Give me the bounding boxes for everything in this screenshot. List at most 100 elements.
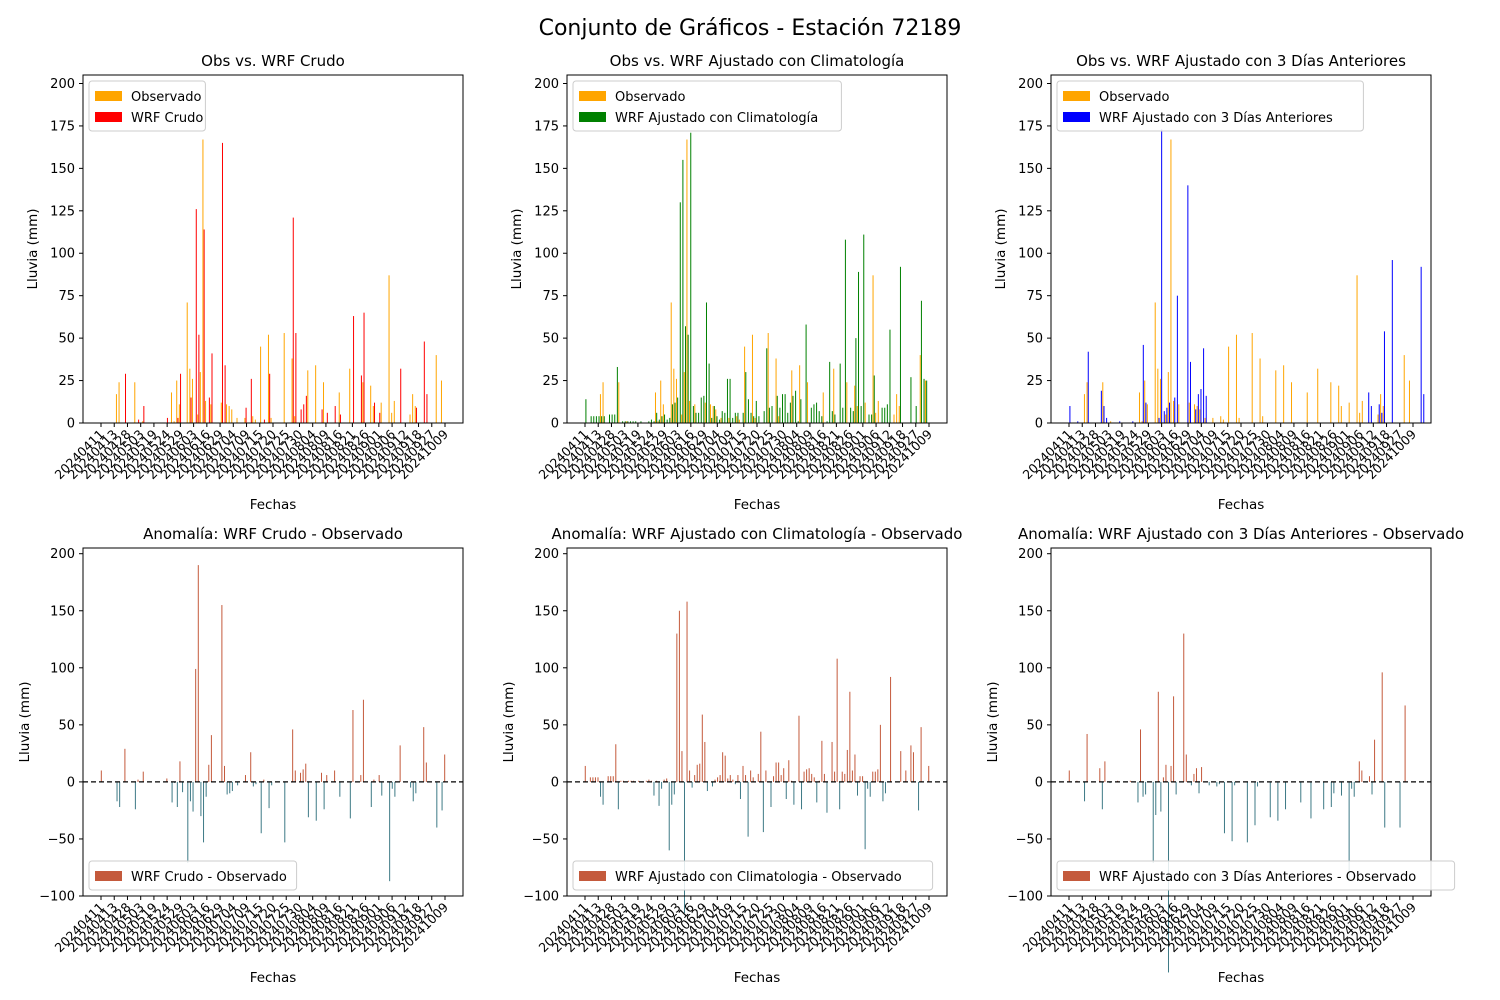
anomaly-bar	[1353, 781, 1355, 797]
anomaly-bar	[831, 741, 833, 782]
anomaly-bar	[676, 633, 678, 782]
anomaly-bar	[836, 658, 838, 782]
bar-model	[1200, 389, 1202, 423]
bar-model	[1187, 185, 1189, 423]
bar-observed	[307, 370, 309, 423]
anomaly-bar	[648, 779, 650, 782]
bar-model	[143, 406, 145, 423]
bar-observed	[681, 414, 683, 423]
y-tick-label: 50	[542, 332, 559, 347]
bar-observed	[254, 419, 256, 423]
anomaly-bar	[292, 729, 294, 782]
anomaly-bar	[658, 781, 660, 806]
y-tick-label: 0	[1035, 417, 1043, 432]
anomaly-bar	[305, 763, 307, 782]
anomaly-bar	[1175, 781, 1177, 795]
bar-observed	[686, 139, 688, 423]
bar-model	[742, 412, 744, 423]
bar-observed	[380, 402, 382, 423]
bar-model	[211, 353, 213, 423]
bar-model	[920, 300, 922, 423]
anomaly-bar	[910, 745, 912, 782]
anomaly-bar	[851, 770, 853, 782]
anomaly-bar	[597, 777, 599, 782]
bar-model	[700, 397, 702, 423]
bar-observed	[189, 368, 191, 423]
bar-model	[1205, 395, 1207, 423]
anomaly-bar	[260, 781, 262, 834]
bar-model	[1378, 404, 1380, 423]
bar-model	[622, 421, 624, 423]
bar-observed	[1356, 275, 1358, 423]
bar-observed	[1235, 334, 1237, 423]
anomaly-bar	[610, 776, 612, 782]
y-axis-label: Lluvia (mm)	[501, 682, 517, 763]
bar-model	[1381, 412, 1383, 423]
bar-observed	[738, 419, 740, 423]
bar-observed	[1086, 382, 1088, 423]
bar-model	[671, 404, 673, 423]
legend: WRF Crudo - Observado	[88, 860, 298, 891]
anomaly-bar	[683, 781, 685, 914]
anomaly-bar	[607, 776, 609, 782]
bar-observed	[1110, 421, 1112, 423]
anomaly-bar	[1068, 770, 1070, 782]
x-axis-label: Fechas	[1218, 497, 1265, 513]
legend-swatch	[579, 112, 606, 122]
bar-model	[805, 324, 807, 423]
bar-model	[627, 421, 629, 423]
anomaly-bar	[689, 770, 691, 782]
anomaly-bar	[224, 765, 226, 782]
anomaly-bar	[1162, 777, 1164, 782]
anomaly-bar	[1223, 781, 1225, 834]
anomaly-bar	[589, 777, 591, 782]
anomaly-bar	[760, 731, 762, 782]
anomaly-bar	[844, 773, 846, 782]
anomaly-bar	[271, 781, 273, 786]
anomaly-bar	[192, 781, 194, 812]
bar-model	[834, 414, 836, 423]
bar-model	[1103, 406, 1105, 423]
anomaly-bar	[719, 775, 721, 782]
bar-observed	[186, 302, 188, 423]
anomaly-bar	[1358, 761, 1360, 782]
anomaly-bar	[808, 768, 810, 782]
bar-model	[648, 421, 650, 423]
bar-observed	[896, 394, 898, 423]
anomaly-bar	[394, 781, 396, 797]
bar-model	[768, 407, 770, 423]
bar-model	[629, 421, 631, 423]
anomaly-bar	[765, 770, 767, 782]
bar-observed	[134, 382, 136, 423]
anomaly-bar	[142, 771, 144, 782]
bar-model	[339, 414, 341, 423]
anomaly-bar	[920, 727, 922, 782]
anomaly-bar	[856, 781, 858, 796]
bar-model	[831, 411, 833, 423]
anomaly-bar	[1285, 781, 1287, 810]
bar-observed	[370, 385, 372, 423]
bar-model	[1174, 397, 1176, 423]
anomaly-bar	[877, 769, 879, 782]
y-tick-label: 200	[50, 77, 75, 92]
bar-observed	[660, 380, 662, 423]
bar-model	[221, 142, 223, 423]
subplot-title: Obs vs. WRF Crudo	[201, 52, 345, 70]
bar-model	[1203, 348, 1205, 423]
anomaly-bar	[187, 781, 189, 863]
bar-model	[195, 209, 197, 423]
anomaly-bar	[762, 781, 764, 833]
anomaly-bar	[1145, 781, 1147, 795]
anomaly-bar	[859, 776, 861, 782]
bar-model	[1169, 402, 1171, 423]
y-tick-label: 150	[1018, 604, 1043, 619]
anomaly-bar	[1330, 781, 1332, 808]
anomaly-bar	[803, 771, 805, 782]
bar-model	[609, 414, 611, 423]
bar-observed	[893, 414, 895, 423]
y-tick-label: 150	[534, 162, 559, 177]
legend-swatch	[1063, 112, 1090, 122]
anomaly-bar	[1399, 781, 1401, 828]
bar-model	[1142, 344, 1144, 423]
bar-model	[915, 406, 917, 423]
